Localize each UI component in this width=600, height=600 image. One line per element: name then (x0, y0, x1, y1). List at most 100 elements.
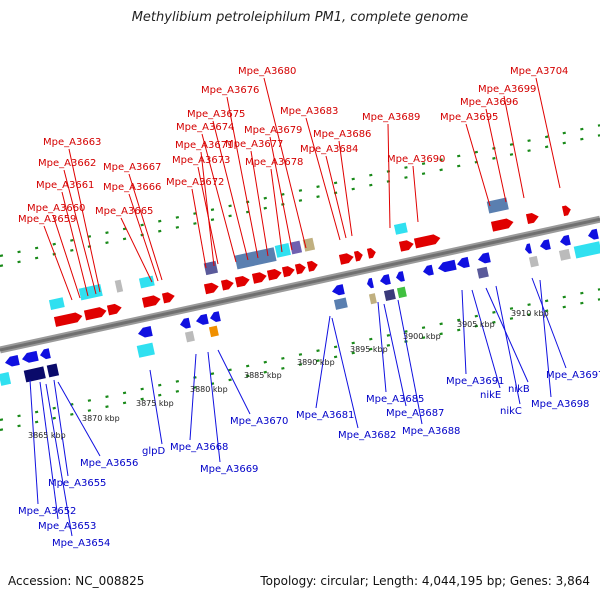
forward-gene-arrow (234, 275, 250, 288)
forward-gene-label: Mpe_A3690 (387, 154, 445, 165)
reverse-gene-label: Mpe_A3652 (18, 506, 76, 517)
forward-gene-arrow (83, 307, 107, 321)
reverse-strand-box (573, 241, 600, 259)
forward-gene-label: Mpe_A3659 (18, 214, 76, 225)
forward-gene-label: Mpe_A3683 (280, 106, 338, 117)
reverse-strand-box (368, 293, 377, 305)
forward-strand-box (302, 237, 316, 252)
forward-gene-label: Mpe_A3672 (166, 177, 224, 188)
scale-label: 3885 kbp (244, 371, 282, 380)
forward-gene-label: Mpe_A3689 (362, 112, 420, 123)
reverse-label-leader (53, 379, 69, 477)
reverse-label-leader (383, 303, 407, 407)
leader-layer (29, 77, 567, 537)
reverse-gene-label: Mpe_A3669 (200, 464, 258, 475)
forward-label-leader (201, 133, 237, 263)
accession-text: Accession: NC_008825 (8, 574, 145, 588)
reverse-strand-box (476, 266, 489, 279)
reverse-gene-arrow (540, 239, 551, 251)
forward-strand-box (138, 275, 155, 289)
forward-gene-label: Mpe_A3676 (201, 85, 259, 96)
forward-gene-label: Mpe_A3699 (478, 84, 536, 95)
forward-label-leader (263, 77, 307, 249)
reverse-gene-arrow (196, 313, 209, 325)
forward-gene-arrow (141, 295, 161, 308)
reverse-gene-label: nikE (480, 390, 501, 401)
forward-label-leader (120, 217, 153, 283)
forward-label-leader (338, 140, 353, 237)
reverse-label-leader (495, 285, 521, 405)
reverse-gene-label: nikB (508, 384, 530, 395)
forward-strand-box (203, 260, 219, 276)
forward-gene-label: Mpe_A3696 (460, 97, 518, 108)
reverse-gene-label: nikC (500, 406, 522, 417)
backbone-core (0, 217, 600, 352)
reverse-gene-label: Mpe_A3656 (80, 458, 138, 469)
forward-gene-label: Mpe_A3665 (95, 206, 153, 217)
forward-label-leader (200, 151, 215, 267)
forward-gene-arrow (251, 272, 267, 284)
reverse-gene-arrow (525, 243, 532, 254)
reverse-label-leader (315, 315, 331, 409)
forward-label-leader (128, 193, 159, 282)
scale-label: 3890 kbp (297, 358, 335, 367)
reverse-gene-label: Mpe_A3655 (48, 478, 106, 489)
reverse-gene-arrow (138, 326, 153, 338)
forward-label-leader (191, 188, 207, 269)
forward-strand-box (393, 222, 408, 235)
forward-gene-arrow (53, 312, 83, 327)
reverse-gene-arrow (180, 317, 191, 329)
forward-gene-label: Mpe_A3660 (27, 203, 85, 214)
forward-gene-label: Mpe_A3666 (103, 182, 161, 193)
reverse-label-leader (377, 301, 387, 393)
reverse-gene-arrow (588, 228, 599, 240)
forward-label-leader (325, 155, 347, 239)
reverse-label-leader (217, 349, 251, 415)
forward-label-leader (270, 168, 283, 253)
forward-label-leader (503, 95, 525, 199)
reverse-gene-label: Mpe_A3688 (402, 426, 460, 437)
forward-gene-label: Mpe_A3679 (244, 125, 302, 136)
forward-label-leader (212, 120, 249, 261)
scale-label: 3865 kbp (28, 431, 66, 440)
reverse-gene-arrow (40, 348, 51, 360)
reverse-gene-label: Mpe_A3682 (338, 430, 396, 441)
forward-label-leader (63, 169, 97, 295)
forward-label-leader (387, 123, 391, 229)
reverse-gene-arrow (560, 234, 571, 246)
forward-gene-arrow (413, 234, 441, 249)
forward-gene-arrow (220, 279, 234, 291)
forward-gene-arrow (266, 268, 282, 281)
reverse-gene-arrow (438, 259, 457, 273)
tick-track (0, 124, 600, 258)
reverse-strand-box (396, 286, 407, 299)
forward-gene-label: Mpe_A3695 (440, 112, 498, 123)
forward-label-leader (68, 148, 101, 293)
tick-track (0, 298, 600, 432)
reverse-strand-box (184, 330, 195, 343)
map-title: Methylibium petroleiphilum PM1, complete… (131, 10, 469, 25)
forward-gene-label: Mpe_A3675 (187, 109, 245, 120)
reverse-strand-box (208, 325, 219, 338)
reverse-strand-box (0, 372, 12, 386)
forward-gene-label: Mpe_A3662 (38, 158, 96, 169)
reverse-label-leader (331, 317, 359, 429)
reverse-label-leader (461, 289, 467, 375)
reverse-strand-box (383, 289, 396, 301)
forward-strand-box (234, 247, 277, 270)
tick-track (0, 134, 600, 268)
reverse-label-leader (39, 381, 59, 520)
reverse-gene-label: Mpe_A3668 (170, 442, 228, 453)
scale-label: 3910 kbp (511, 309, 549, 318)
forward-gene-arrow (161, 292, 175, 304)
forward-strand-box (274, 242, 291, 258)
forward-gene-arrow (525, 212, 539, 224)
forward-gene-label: Mpe_A3678 (245, 157, 303, 168)
tick-layer (0, 124, 600, 432)
scale-label: 3900 kbp (403, 332, 441, 341)
reverse-gene-label: glpD (142, 446, 165, 457)
forward-gene-arrow (106, 303, 122, 316)
forward-label-leader (197, 166, 219, 265)
scale-label: 3870 kbp (82, 414, 120, 423)
reverse-gene-label: Mpe_A3654 (52, 538, 110, 549)
